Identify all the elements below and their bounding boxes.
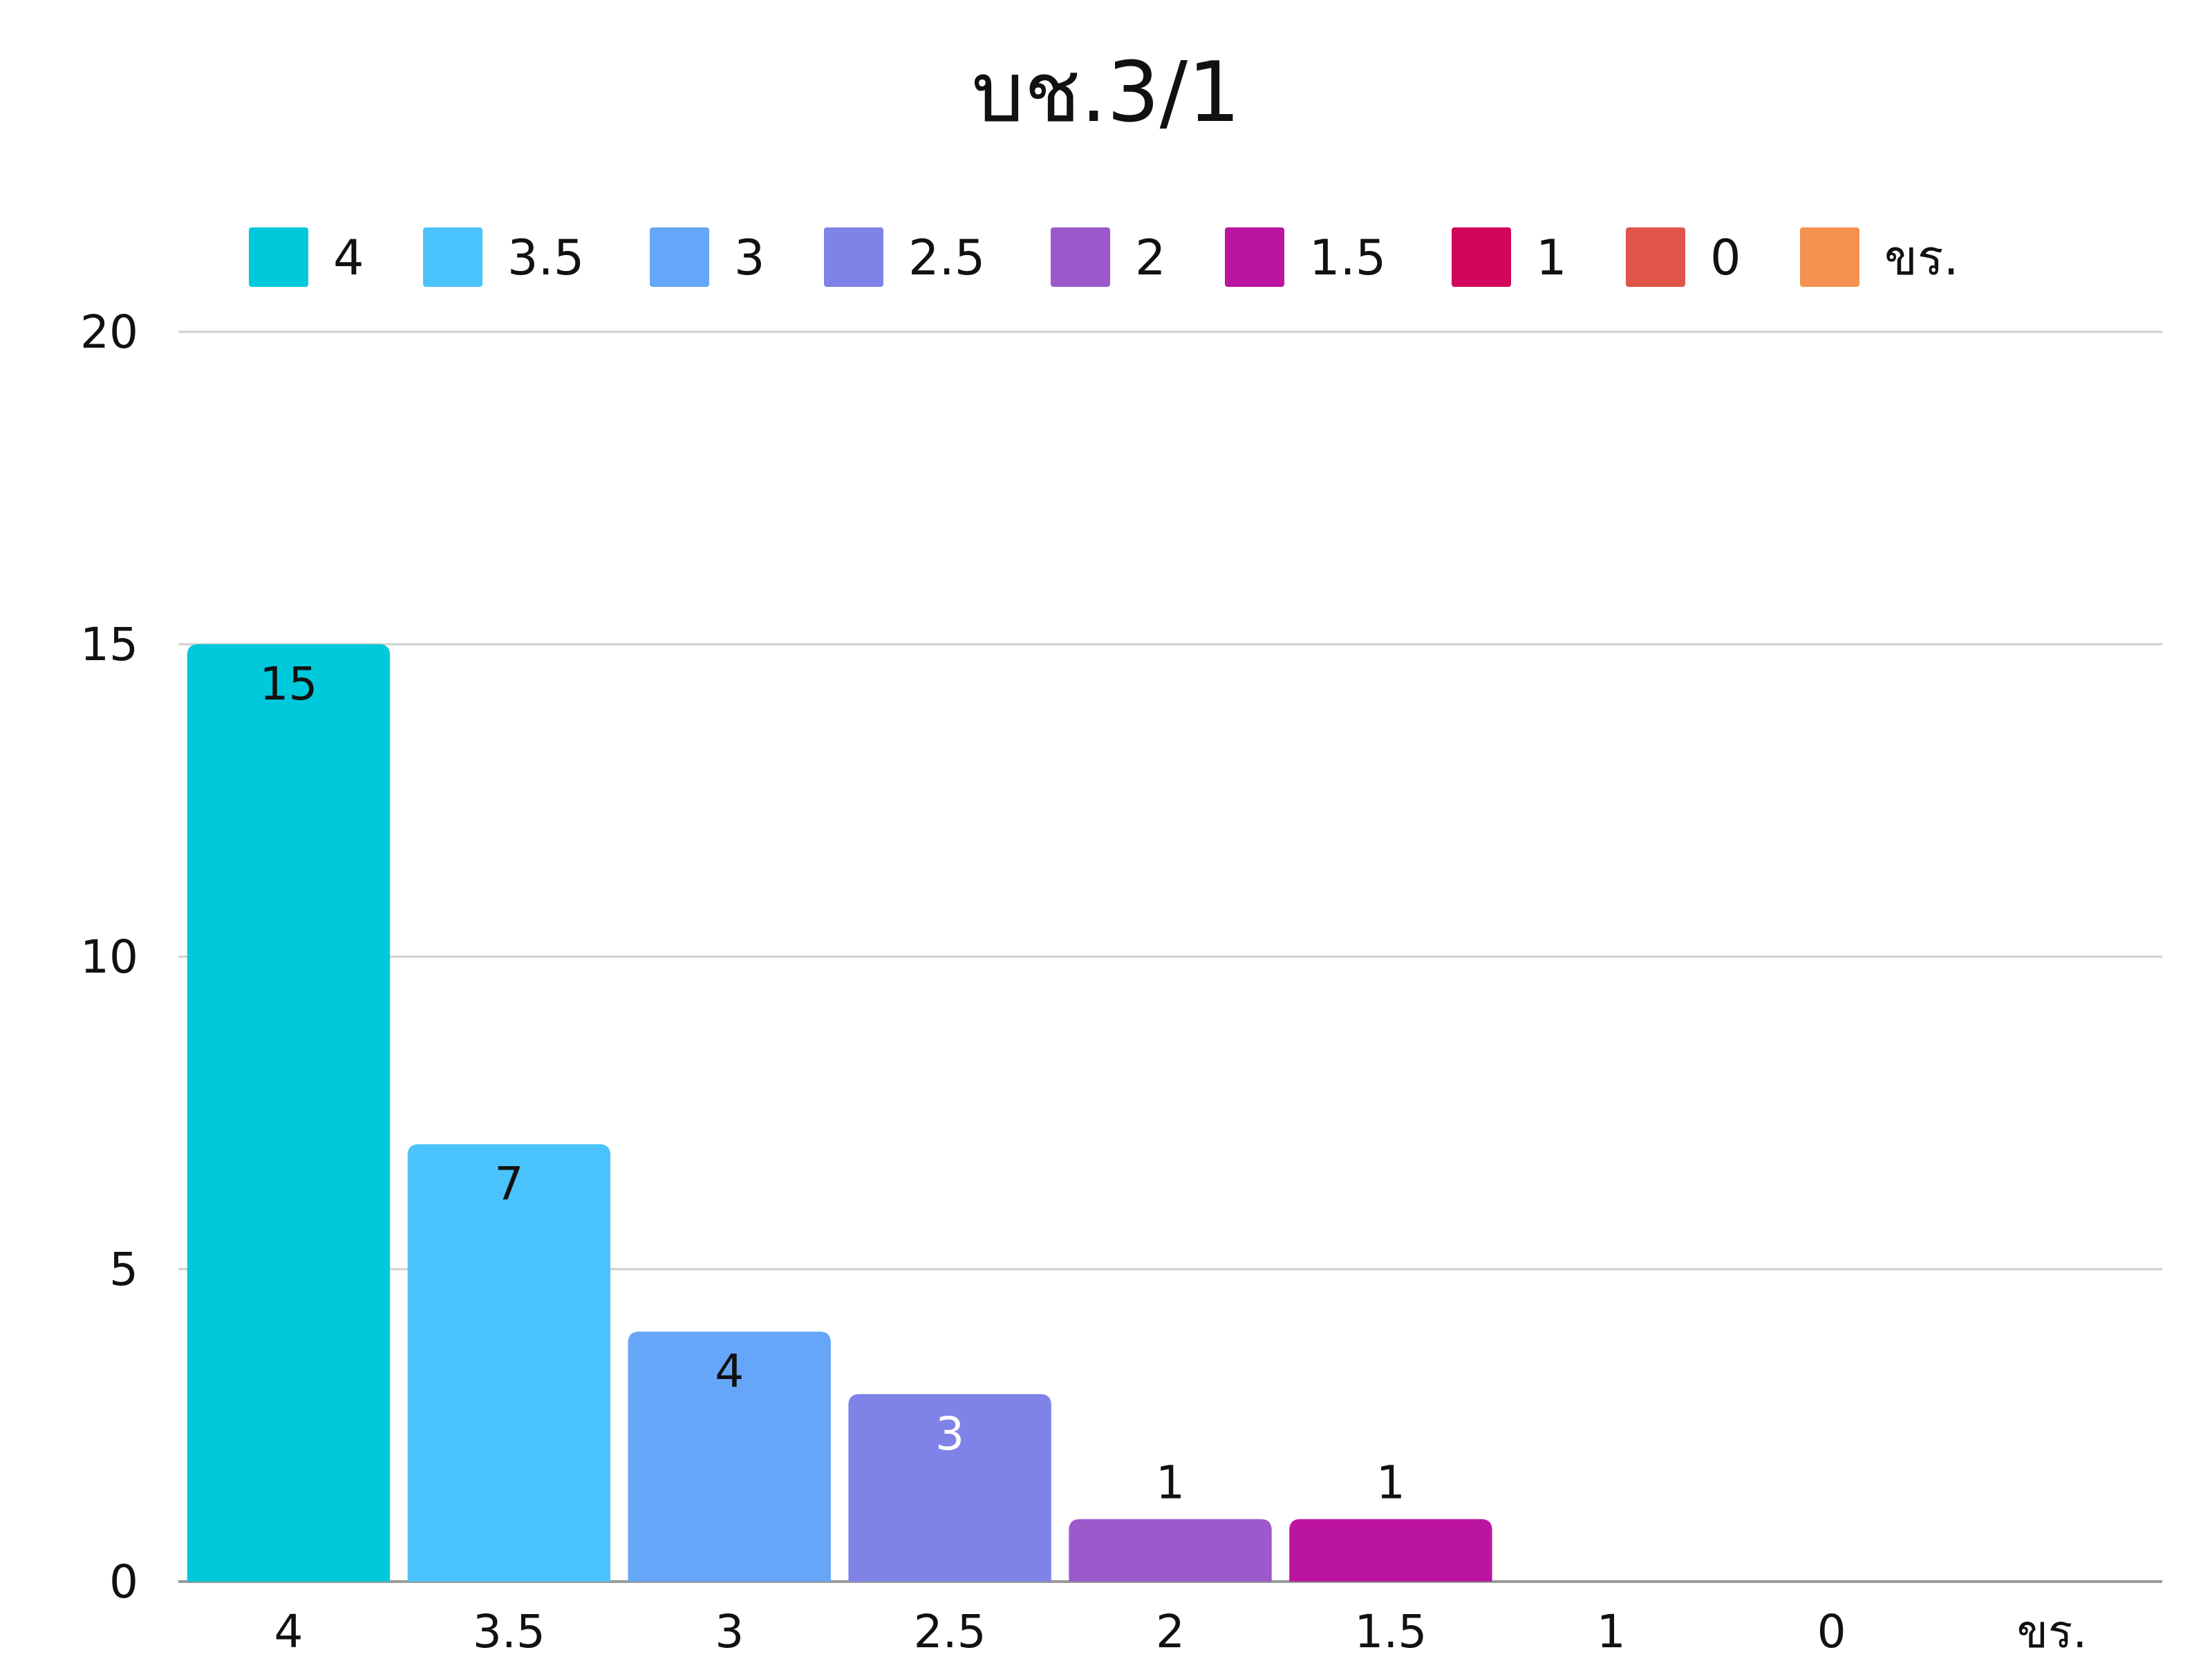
x-tick-label: 3	[715, 1605, 744, 1658]
legend-swatch	[249, 227, 308, 287]
bar-1.5	[1289, 1519, 1492, 1582]
legend-item-1.5: 1.5	[1225, 227, 1386, 287]
x-tick-label: 0	[1817, 1605, 1846, 1658]
legend-swatch	[423, 227, 482, 287]
legend-item-2: 2	[1051, 227, 1166, 287]
legend-label: 2	[1135, 229, 1166, 286]
x-tick-label: 4	[274, 1605, 303, 1658]
bar-value-label: 15	[259, 657, 317, 711]
legend: 4 3.5 3 2.5 2 1.5 1 0 ขร.	[249, 227, 1959, 287]
legend-swatch	[1626, 227, 1685, 287]
y-tick-label: 15	[80, 618, 138, 671]
x-tick-label: 2	[1156, 1605, 1185, 1658]
legend-item-3: 3	[650, 227, 765, 287]
legend-item-3.5: 3.5	[423, 227, 584, 287]
bar-value-label: 3	[935, 1407, 964, 1461]
bar-value-label: 4	[715, 1344, 744, 1398]
legend-label: 4	[333, 229, 364, 286]
legend-label: 2.5	[908, 229, 985, 286]
chart-title: บช.3/1	[972, 45, 1241, 141]
bar-value-label: 7	[494, 1157, 523, 1210]
x-tick-label: ขร.	[2017, 1605, 2088, 1658]
y-tick-label: 5	[109, 1243, 138, 1296]
bar-value-label: 1	[1376, 1456, 1405, 1510]
legend-swatch	[1800, 227, 1859, 287]
x-tick-label: 2.5	[914, 1605, 986, 1658]
legend-item-ขร.: ขร.	[1800, 227, 1959, 287]
y-tick-label: 10	[80, 930, 138, 984]
bar-3.5	[407, 1144, 611, 1582]
bars: 15 7 4 3 1 1	[187, 644, 1492, 1582]
bar-2.5	[848, 1394, 1051, 1582]
legend-label: 3	[734, 229, 765, 286]
legend-item-0: 0	[1626, 227, 1741, 287]
x-axis: 4 3.5 3 2.5 2 1.5 1 0 ขร.	[274, 1605, 2087, 1658]
legend-label: 1.5	[1309, 229, 1386, 286]
bar-value-label: 1	[1156, 1456, 1185, 1510]
y-axis: 0 5 10 15 20	[80, 306, 138, 1609]
bar-4	[187, 644, 391, 1582]
x-tick-label: 1.5	[1354, 1605, 1427, 1658]
legend-swatch	[824, 227, 883, 287]
legend-item-1: 1	[1452, 227, 1567, 287]
legend-label: 1	[1536, 229, 1567, 286]
bar-3	[628, 1331, 831, 1582]
legend-swatch	[650, 227, 709, 287]
legend-item-2.5: 2.5	[824, 227, 985, 287]
legend-swatch	[1225, 227, 1284, 287]
legend-label: 0	[1710, 229, 1741, 286]
y-tick-label: 20	[80, 306, 138, 359]
legend-item-4: 4	[249, 227, 364, 287]
legend-swatch	[1051, 227, 1110, 287]
legend-swatch	[1452, 227, 1511, 287]
legend-label: ขร.	[1884, 229, 1959, 286]
y-tick-label: 0	[109, 1555, 138, 1609]
x-tick-label: 3.5	[473, 1605, 545, 1658]
bar-2	[1069, 1519, 1272, 1582]
legend-label: 3.5	[507, 229, 584, 286]
x-tick-label: 1	[1597, 1605, 1626, 1658]
